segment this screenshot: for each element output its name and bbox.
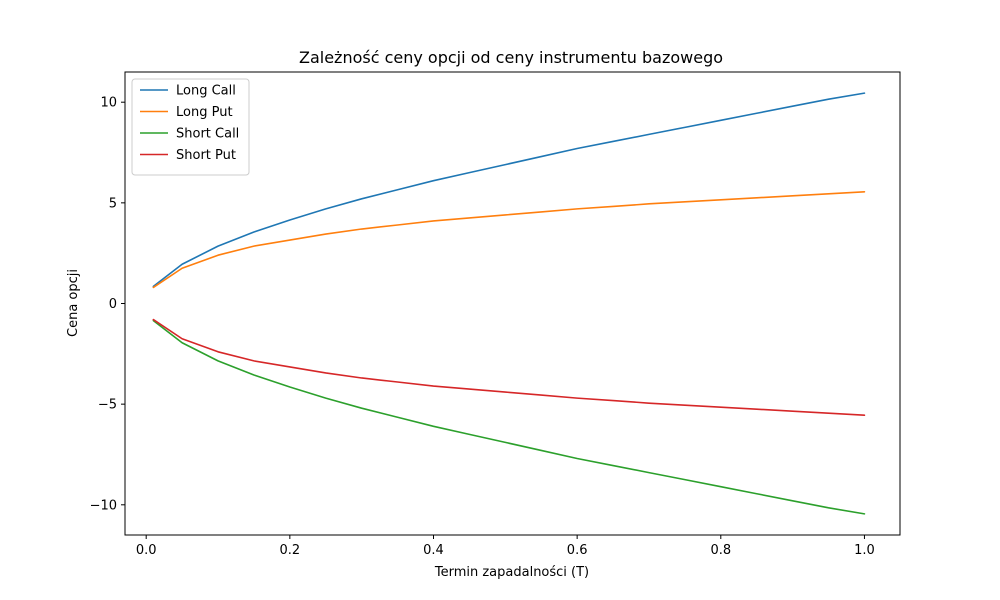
legend: Long Call Long Put Short Call Short Put [131,78,250,176]
x-axis-label: Termin zapadalności (T) [434,565,589,580]
series-line-0 [152,92,866,288]
series-line-3 [152,318,866,417]
y-tick-label: −10 [90,498,117,513]
x-tick-label: 0.8 [710,543,731,558]
x-tick-label: 0.0 [136,543,157,558]
y-axis-label: Cena opcji [66,269,81,337]
y-axis: −10 −5 0 5 10 [90,96,125,513]
legend-label-2: Short Call [176,127,239,142]
y-tick-label: −5 [98,398,117,413]
series-line-1 [152,190,866,289]
x-tick-label: 0.2 [279,543,300,558]
plot-lines [152,92,866,515]
y-tick-label: 0 [109,297,117,312]
legend-label-3: Short Put [176,148,236,163]
legend-label-0: Long Call [176,84,236,99]
x-tick-label: 0.4 [423,543,444,558]
x-tick-label: 0.6 [567,543,588,558]
x-axis: 0.0 0.2 0.4 0.6 0.8 1.0 [136,535,875,558]
x-tick-label: 1.0 [854,543,875,558]
y-tick-label: 5 [109,196,117,211]
legend-label-1: Long Put [176,105,233,120]
series-line-2 [152,319,866,515]
chart-title: Zależność ceny opcji od ceny instrumentu… [299,48,723,67]
y-tick-label: 10 [100,96,117,111]
legend-box [131,78,250,176]
